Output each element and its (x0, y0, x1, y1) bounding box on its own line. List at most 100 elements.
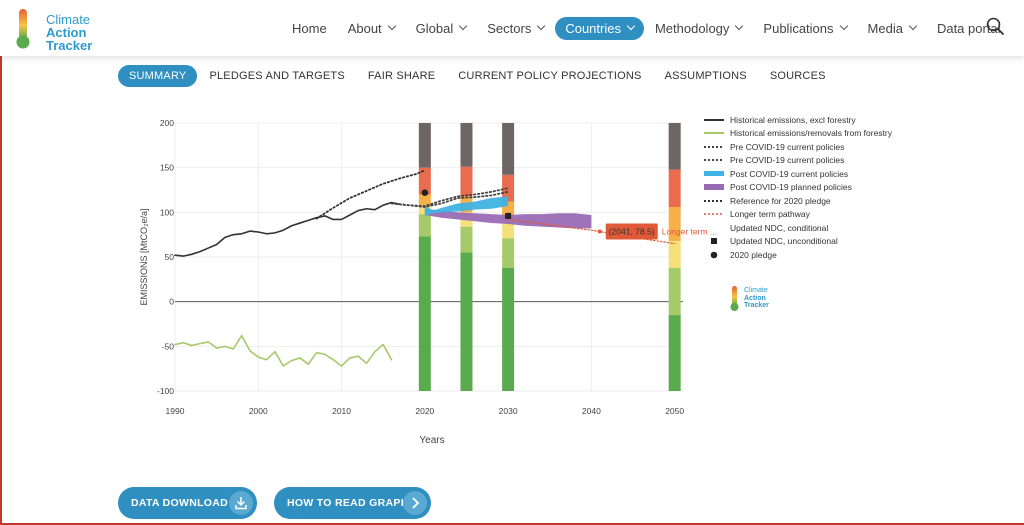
chart-watermark-logo: Climate Action Tracker (728, 284, 788, 314)
legend-label: Updated NDC, conditional (730, 222, 829, 233)
nav-publications[interactable]: Publications (763, 21, 848, 36)
subnav-summary[interactable]: SUMMARY (118, 65, 198, 87)
legend-swatch (704, 170, 724, 176)
legend-swatch (704, 184, 724, 191)
watermark-line-climate: Climate (744, 287, 768, 294)
legend-swatch (704, 132, 724, 135)
legend-item[interactable]: 2020 pledge (704, 248, 892, 262)
legend-item[interactable]: Historical emissions/removals from fores… (704, 127, 892, 141)
legend-item[interactable]: Updated NDC, unconditional (704, 235, 892, 249)
rating-bar-segment (668, 169, 681, 207)
legend-label: 2020 pledge (730, 249, 777, 260)
subnav-assumptions[interactable]: ASSUMPTIONS (664, 70, 747, 82)
nav-home[interactable]: Home (292, 21, 327, 36)
site-header: Climate Action Tracker Home About Global… (0, 0, 1024, 56)
search-button[interactable] (986, 17, 1004, 35)
y-tick-label: -50 (162, 341, 175, 351)
thermometer-icon (16, 9, 30, 49)
pre-covid-current-line (390, 187, 510, 207)
subnav-pledges-and-targets[interactable]: PLEDGES AND TARGETS (209, 70, 345, 82)
post-covid-current-band (424, 196, 509, 216)
tooltip-box (605, 223, 658, 240)
x-tick-label: 2020 (415, 406, 434, 416)
legend-label: Historical emissions, excl forestry (730, 114, 856, 125)
country-subnav: SUMMARY PLEDGES AND TARGETS FAIR SHARE C… (118, 65, 849, 87)
chevron-down-icon (626, 21, 636, 31)
nav-media[interactable]: Media (867, 20, 918, 36)
legend-item[interactable]: Pre COVID-19 current policies (704, 154, 892, 168)
nav-about[interactable]: About (347, 20, 396, 36)
y-tick-label: 150 (160, 163, 174, 173)
x-tick-label: 2000 (249, 406, 268, 416)
reference-2020-pledge-line (315, 169, 426, 220)
legend-label: Pre COVID-19 current policies (730, 155, 845, 166)
y-tick-label: 0 (169, 297, 174, 307)
rating-bar-segment (668, 206, 681, 241)
chevron-right-icon (403, 491, 427, 515)
y-tick-label: 100 (160, 207, 174, 217)
rating-bar-segment (668, 240, 681, 268)
legend-label: Updated NDC, unconditional (730, 236, 838, 247)
data-download-label: DATA DOWNLOAD (131, 497, 229, 509)
updated-ndc-unconditional-marker (505, 212, 512, 219)
rating-bar-segment (418, 123, 431, 168)
legend-item[interactable]: Pre COVID-19 current policies (704, 140, 892, 154)
legend-swatch (704, 159, 724, 162)
legend-label: Post COVID-19 planned policies (730, 182, 852, 193)
legend-item[interactable]: Post COVID-19 current policies (704, 167, 892, 181)
legend-swatch (711, 238, 717, 245)
legend-item[interactable]: Longer term pathway (704, 208, 892, 222)
watermark-line-tracker: Tracker (744, 302, 769, 309)
legend-item[interactable]: Post COVID-19 planned policies (704, 181, 892, 195)
nav-sectors[interactable]: Sectors (487, 21, 546, 36)
tooltip-value: (2041, 78.5) (609, 227, 655, 237)
forestry-emissions-line (174, 334, 393, 367)
nav-media-label: Media (867, 20, 903, 36)
rating-bar-segment (418, 236, 431, 391)
data-download-button[interactable]: DATA DOWNLOAD (118, 487, 257, 519)
legend-swatch (704, 199, 724, 202)
rating-bar-segment (502, 174, 515, 202)
download-icon (229, 491, 253, 515)
nav-countries-label: Countries (565, 20, 621, 36)
rating-bar-segment (668, 123, 681, 170)
brand-line-action: Action (46, 25, 87, 40)
rating-bar-segment (668, 315, 681, 391)
how-to-read-graph-label: HOW TO READ GRAPH (287, 497, 409, 509)
nav-home-label: Home (292, 20, 327, 36)
legend-item[interactable]: Historical emissions, excl forestry (704, 113, 892, 127)
x-tick-label: 2030 (499, 406, 518, 416)
nav-global-label: Global (415, 20, 454, 36)
nav-countries[interactable]: Countries (555, 16, 644, 40)
nav-global[interactable]: Global (415, 20, 468, 36)
rating-bar-segment (460, 226, 473, 253)
rating-bar-segment (418, 194, 431, 206)
x-tick-label: 1990 (166, 406, 185, 416)
nav-methodology[interactable]: Methodology (654, 20, 744, 36)
nav-data-portal[interactable]: Data portal (937, 21, 1001, 36)
legend-item[interactable]: Reference for 2020 pledge (704, 194, 892, 208)
tooltip-point (597, 229, 602, 234)
legend-item[interactable]: Updated NDC, conditional (704, 221, 892, 235)
subnav-current-policy-projections[interactable]: CURRENT POLICY PROJECTIONS (458, 70, 642, 82)
legend-label: Post COVID-19 current policies (730, 168, 849, 179)
legend-swatch (704, 213, 724, 215)
x-tick-label: 2040 (582, 406, 601, 416)
subnav-sources[interactable]: SOURCES (769, 70, 826, 82)
subnav-fair-share[interactable]: FAIR SHARE (367, 70, 436, 82)
rating-bar-segment (460, 252, 473, 391)
chevron-down-icon (839, 21, 848, 31)
nav-methodology-label: Methodology (654, 20, 730, 36)
nav-about-label: About (347, 20, 382, 36)
y-tick-label: 50 (165, 252, 175, 262)
rating-bar-segment (502, 267, 515, 391)
x-axis-title: Years (419, 435, 444, 446)
legend-swatch (710, 251, 718, 259)
how-to-read-graph-button[interactable]: HOW TO READ GRAPH (274, 487, 431, 519)
legend-label: Reference for 2020 pledge (730, 195, 831, 206)
search-icon (986, 17, 1004, 35)
rating-bar-segment (418, 214, 431, 237)
brand-logo[interactable]: Climate Action Tracker (12, 6, 102, 52)
rating-bar-segment (502, 238, 515, 268)
